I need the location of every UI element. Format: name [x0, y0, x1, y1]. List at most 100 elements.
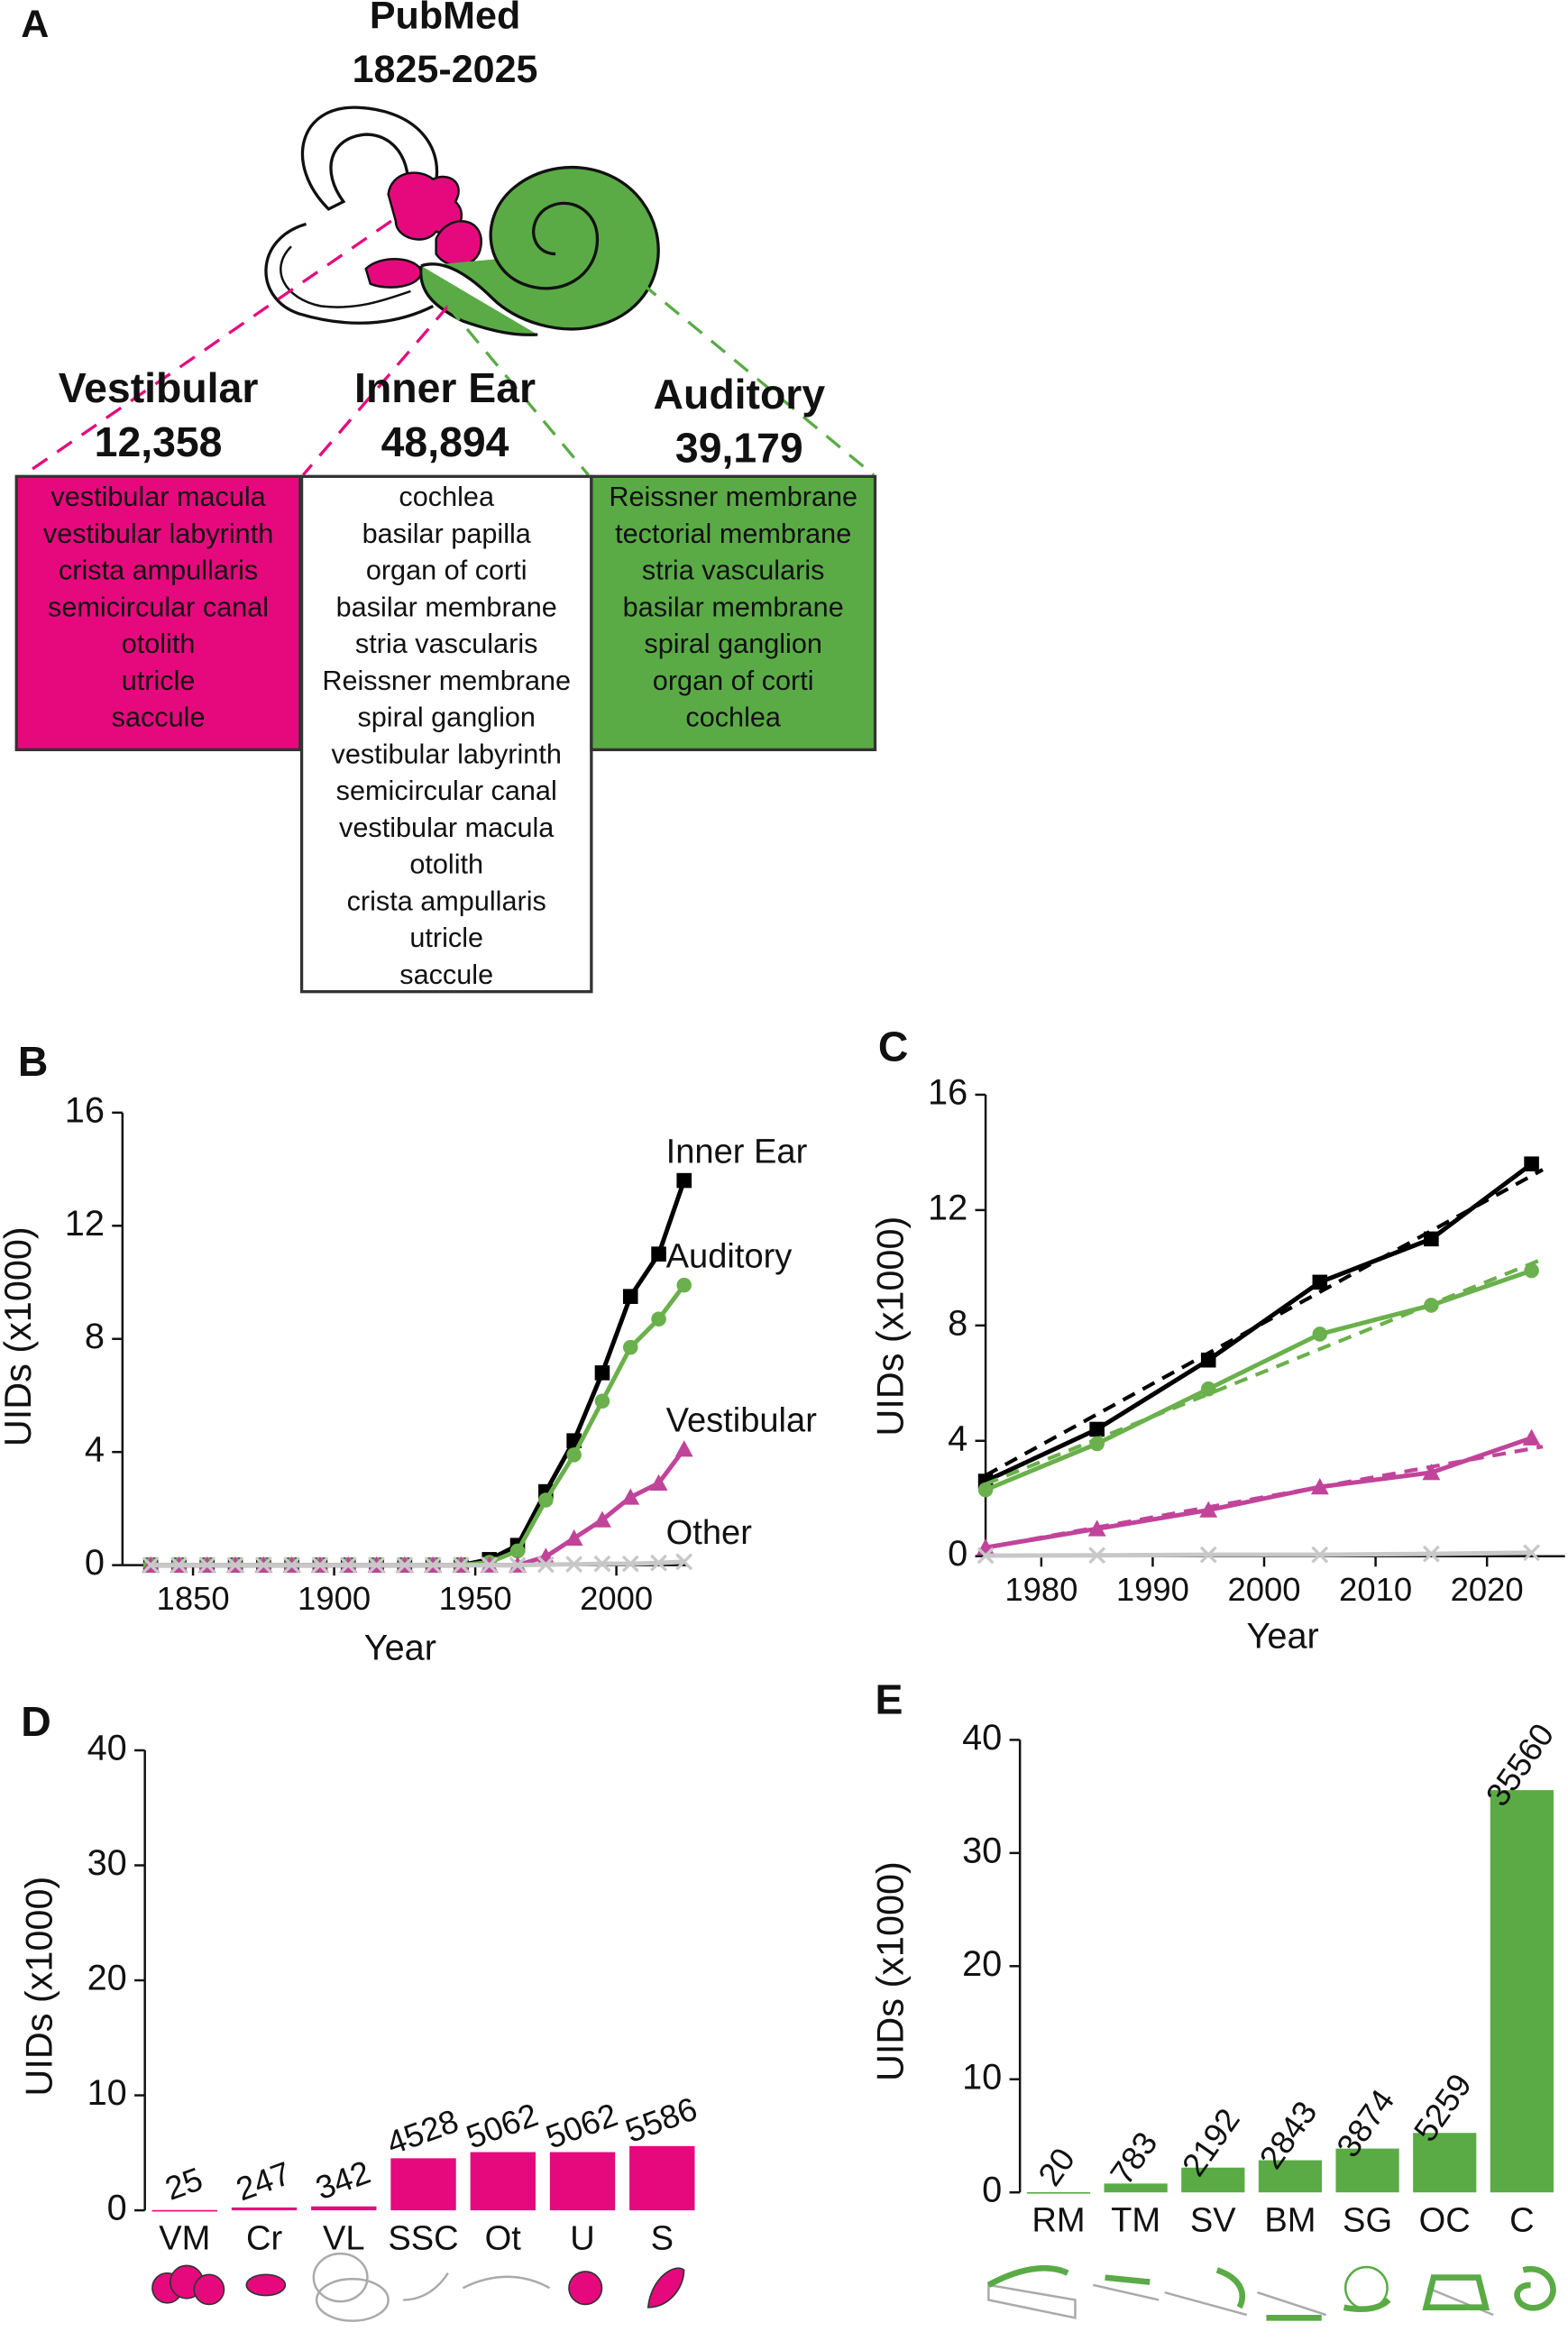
- marker: [1424, 1231, 1439, 1247]
- x-tick-label: RM: [1032, 2201, 1085, 2239]
- term: vestibular macula: [50, 482, 266, 512]
- series-line: [151, 1559, 684, 1568]
- marker: [1200, 1352, 1216, 1368]
- term: utricle: [122, 666, 196, 696]
- y-tick-label: 30: [87, 1843, 127, 1883]
- term: basilar papilla: [362, 519, 532, 549]
- marker: [1089, 1436, 1105, 1452]
- x-tick-label: Cr: [246, 2219, 282, 2257]
- term-box: [590, 474, 877, 752]
- term: vestibular labyrinth: [332, 739, 562, 769]
- marker: [1088, 1547, 1106, 1565]
- term: crista ampullaris: [59, 555, 258, 586]
- term: vestibular macula: [339, 812, 555, 843]
- marker: [368, 1556, 385, 1574]
- marker: [481, 1556, 499, 1574]
- x-tick-label: SG: [1343, 2201, 1392, 2239]
- value-label: 342: [311, 2153, 375, 2207]
- group-name: Inner Ear: [354, 364, 536, 411]
- value-label: 5062: [462, 2096, 543, 2155]
- marker: [1422, 1464, 1441, 1481]
- y-tick-label: 8: [948, 1303, 967, 1343]
- x-tick-label: 1980: [1004, 1571, 1077, 1608]
- y-tick-label: 40: [87, 1728, 127, 1767]
- x-tick-label: 2000: [1227, 1571, 1300, 1608]
- y-tick-label: 10: [87, 2073, 127, 2113]
- marker: [311, 1556, 329, 1574]
- marker: [565, 1556, 583, 1574]
- marker: [1311, 1546, 1329, 1564]
- bar: [151, 2209, 217, 2212]
- y-tick-label: 12: [928, 1188, 967, 1227]
- marker: [424, 1556, 442, 1574]
- zoom-lines: [23, 219, 875, 477]
- marker: [1522, 1428, 1541, 1446]
- x-tick-label: S: [651, 2219, 674, 2257]
- term: spiral ganglion: [357, 702, 536, 733]
- x-tick-label: C: [1509, 2201, 1535, 2239]
- series-label: Inner Ear: [666, 1133, 808, 1170]
- value-label: 5586: [620, 2090, 701, 2150]
- bar: [629, 2145, 695, 2211]
- bar: [1181, 2167, 1245, 2193]
- y-tick-label: 8: [85, 1317, 105, 1356]
- panel-title: PubMed: [370, 0, 520, 37]
- marker: [170, 1556, 188, 1574]
- marker: [254, 1556, 272, 1574]
- y-tick-label: 12: [65, 1204, 105, 1244]
- group-count: 12,358: [95, 418, 223, 465]
- group-count: 39,179: [675, 424, 803, 471]
- term: stria vascularis: [642, 555, 825, 586]
- x-tick-label: 1990: [1116, 1571, 1189, 1608]
- panel-label: B: [18, 1038, 48, 1085]
- x-tick-label: 2000: [580, 1580, 653, 1617]
- term: saccule: [399, 959, 493, 990]
- marker: [1310, 1477, 1329, 1495]
- series-line: [151, 1447, 686, 1568]
- marker: [142, 1556, 160, 1574]
- bar: [390, 2158, 456, 2211]
- term: crista ampullaris: [347, 886, 546, 916]
- marker: [1312, 1327, 1328, 1342]
- marker: [674, 1440, 693, 1457]
- x-tick-label: SV: [1190, 2201, 1236, 2239]
- y-axis-title: UIDs (x1000): [18, 1877, 60, 2097]
- series-label: Other: [666, 1514, 753, 1552]
- y-tick-label: 16: [65, 1090, 105, 1130]
- marker: [621, 1488, 640, 1505]
- term: stria vascularis: [355, 629, 538, 659]
- group-count: 48,894: [381, 418, 509, 465]
- panel-label: E: [876, 1675, 903, 1722]
- marker: [1199, 1546, 1217, 1564]
- x-tick-label: TM: [1111, 2201, 1160, 2239]
- x-tick-label: U: [570, 2219, 595, 2257]
- marker: [1524, 1156, 1539, 1171]
- bar: [1335, 2148, 1399, 2193]
- bar: [1490, 1790, 1554, 2193]
- y-tick-label: 30: [962, 1831, 1002, 1870]
- bar: [1104, 2183, 1168, 2193]
- y-axis-title: UIDs (x1000): [0, 1226, 39, 1446]
- y-tick-label: 10: [962, 2057, 1002, 2097]
- y-tick-label: 0: [107, 2189, 127, 2228]
- term: Reissner membrane: [609, 482, 857, 512]
- bar: [1413, 2133, 1477, 2193]
- x-tick-label: BM: [1264, 2201, 1316, 2239]
- ear-illustration: [264, 106, 660, 336]
- x-tick-label: Ot: [485, 2219, 522, 2257]
- marker: [651, 1311, 666, 1327]
- bar: [1026, 2191, 1091, 2194]
- term: utricle: [409, 923, 483, 953]
- term: organ of corti: [653, 666, 814, 696]
- marker: [226, 1556, 244, 1574]
- y-tick-label: 4: [85, 1430, 105, 1470]
- panel-label: C: [878, 1024, 908, 1070]
- marker: [509, 1543, 526, 1559]
- series-line: [985, 1436, 1533, 1550]
- x-tick-label: 2020: [1451, 1571, 1524, 1608]
- marker: [977, 1547, 995, 1565]
- marker: [1524, 1262, 1539, 1279]
- marker: [650, 1554, 668, 1572]
